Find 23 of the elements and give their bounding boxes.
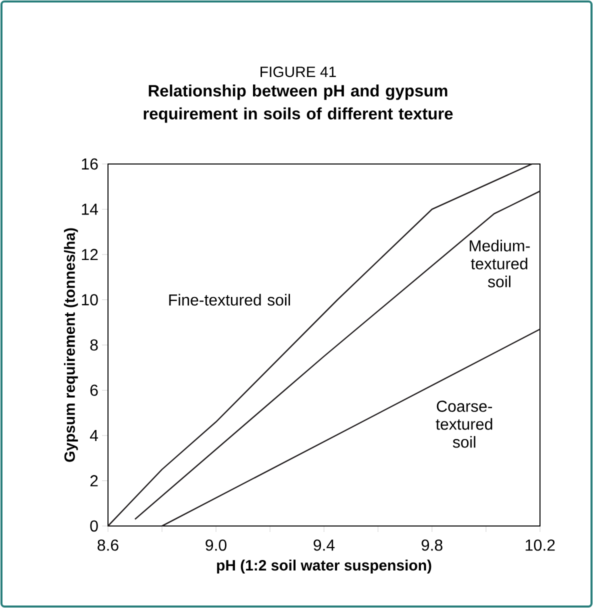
y-tick-label: 8 [90,339,98,351]
y-tick-label: 6 [90,384,98,396]
line-series [134,190,541,520]
chart-title: FIGURE 41 [260,66,336,78]
y-tick-label: 14 [82,204,98,215]
x-axis-title: pH (1:2 soil water suspension) [217,560,432,574]
series-label: Fine-textured soil [169,294,290,306]
y-tick-label: 2 [90,475,98,486]
x-tick-label: 9.8 [422,540,442,551]
y-tick-label: 16 [82,158,98,170]
series-label: Medium-textured soil [470,240,530,288]
x-tick-label: 8.6 [98,540,118,551]
x-tick-label: 9.4 [314,540,335,551]
y-axis-title: Gypsum requirement (tonnes/ha) [64,228,78,462]
chart-subtitle: Relationship between pH and gypsum requirement in soils of different texture [144,84,453,123]
x-tick-label: 9.0 [206,540,226,551]
line-series [107,163,533,527]
y-tick-label: 12 [82,248,98,260]
y-tick-label: 10 [82,294,98,306]
x-tick-label: 10.2 [526,540,555,551]
y-tick-label: 0 [90,520,98,532]
y-tick-label: 4 [90,430,98,441]
series-label: Coarse-textured soil [436,400,492,448]
